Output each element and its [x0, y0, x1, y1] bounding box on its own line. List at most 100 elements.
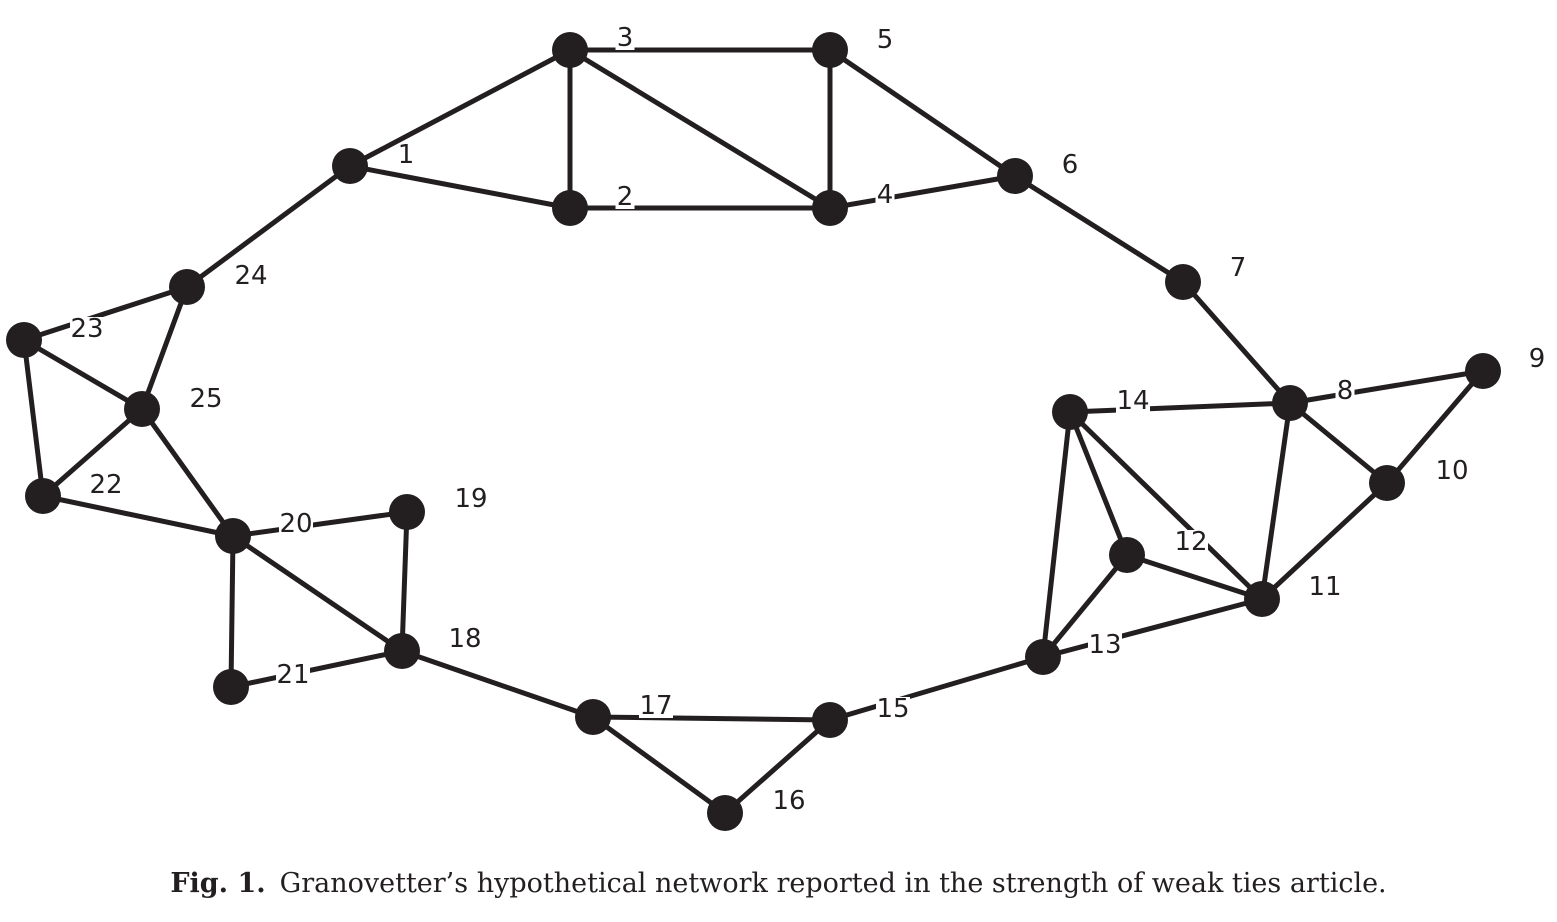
- node-24: [169, 269, 205, 305]
- node-8: [1272, 385, 1308, 421]
- edge-14-11: [1067, 409, 1265, 602]
- node-12: [1109, 537, 1145, 573]
- node-15: [812, 702, 848, 738]
- node-18: [384, 633, 420, 669]
- node-23: [6, 322, 42, 358]
- node-label-group-23: 23: [70, 314, 104, 344]
- node-label-10: 10: [1435, 456, 1468, 486]
- edge-11-13: [1040, 596, 1265, 660]
- node-label-group-19: 19: [454, 484, 487, 514]
- node-label-group-2: 2: [615, 182, 635, 212]
- node-17: [575, 699, 611, 735]
- node-label-backing-2: [615, 185, 635, 209]
- node-label-group-8: 8: [1335, 376, 1355, 406]
- edge-10-11: [1259, 480, 1390, 602]
- node-16: [707, 795, 743, 831]
- edge-20-25: [139, 406, 236, 539]
- node-5: [812, 32, 848, 68]
- edge-16-17: [590, 714, 728, 816]
- edge-22-23: [21, 337, 46, 499]
- node-label-21: 21: [276, 660, 309, 690]
- edge-12-11: [1124, 552, 1265, 602]
- node-6: [997, 158, 1033, 194]
- node-label-2: 2: [617, 182, 634, 212]
- node-1: [332, 148, 368, 184]
- node-label-group-25: 25: [189, 384, 222, 414]
- node-label-13: 13: [1088, 630, 1121, 660]
- node-label-18: 18: [448, 624, 481, 654]
- node-label-backing-3: [615, 26, 635, 50]
- edge-20-22: [40, 493, 236, 539]
- edge-22-25: [40, 406, 145, 499]
- node-label-15: 15: [876, 694, 909, 724]
- node-label-22: 22: [89, 470, 122, 500]
- edge-18-20: [230, 533, 405, 654]
- edge-8-10: [1287, 400, 1390, 486]
- node-label-20: 20: [279, 509, 312, 539]
- network-graph: 1234567891011121314151617181920212223242…: [6, 23, 1546, 831]
- node-label-group-9: 9: [1529, 344, 1546, 374]
- edge-23-24: [21, 284, 190, 343]
- node-label-group-21: 21: [276, 660, 310, 690]
- edge-15-17: [590, 714, 833, 723]
- node-label-group-1: 1: [398, 140, 415, 170]
- node-label-group-20: 20: [279, 509, 313, 539]
- node-label-backing-13: [1088, 633, 1122, 657]
- node-label-backing-17: [639, 694, 673, 718]
- edge-20-21: [228, 533, 236, 690]
- edge-12-13: [1040, 552, 1130, 660]
- node-20: [215, 518, 251, 554]
- node-label-7: 7: [1230, 253, 1247, 283]
- figure-caption-text: Granovetter’s hypothetical network repor…: [279, 868, 1387, 899]
- figure-number: Fig. 1.: [170, 868, 266, 899]
- node-9: [1465, 353, 1501, 389]
- edge-18-21: [228, 648, 405, 690]
- node-25: [124, 391, 160, 427]
- edge-14-12: [1067, 409, 1130, 558]
- node-3: [552, 32, 588, 68]
- node-label-25: 25: [189, 384, 222, 414]
- edge-13-15: [827, 654, 1046, 723]
- node-label-backing-20: [279, 512, 313, 536]
- edge-17-18: [399, 648, 596, 720]
- edge-18-19: [399, 509, 410, 654]
- node-13: [1025, 639, 1061, 675]
- edge-1-24: [184, 163, 353, 290]
- node-label-group-14: 14: [1116, 386, 1150, 416]
- node-label-1: 1: [398, 140, 415, 170]
- edge-layer: [21, 47, 1486, 816]
- node-label-group-13: 13: [1088, 630, 1122, 660]
- node-label-group-17: 17: [639, 691, 673, 721]
- edge-23-25: [21, 337, 145, 412]
- node-label-group-3: 3: [615, 23, 635, 53]
- node-label-backing-4: [875, 183, 895, 207]
- node-label-17: 17: [639, 691, 672, 721]
- figure-caption: Fig. 1. Granovetter’s hypothetical networ…: [0, 868, 1557, 899]
- edge-7-8: [1180, 279, 1293, 406]
- node-layer: [6, 32, 1501, 831]
- node-4: [812, 190, 848, 226]
- edge-8-11: [1259, 400, 1293, 602]
- node-19: [389, 494, 425, 530]
- node-label-8: 8: [1337, 376, 1354, 406]
- node-label-backing-14: [1116, 389, 1150, 413]
- node-14: [1052, 394, 1088, 430]
- node-label-16: 16: [772, 786, 805, 816]
- edge-24-25: [139, 284, 190, 412]
- node-label-backing-23: [70, 317, 104, 341]
- node-label-group-5: 5: [877, 25, 894, 55]
- node-22: [25, 478, 61, 514]
- node-label-19: 19: [454, 484, 487, 514]
- node-label-group-10: 10: [1435, 456, 1468, 486]
- edge-1-2: [347, 163, 573, 211]
- edge-20-19: [230, 509, 410, 539]
- node-label-group-6: 6: [1062, 150, 1079, 180]
- node-label-group-7: 7: [1230, 253, 1247, 283]
- edge-8-9: [1287, 368, 1486, 406]
- node-2: [552, 190, 588, 226]
- node-label-4: 4: [877, 180, 894, 210]
- node-label-5: 5: [877, 25, 894, 55]
- node-label-3: 3: [617, 23, 634, 53]
- node-label-14: 14: [1116, 386, 1149, 416]
- edge-6-7: [1012, 173, 1186, 285]
